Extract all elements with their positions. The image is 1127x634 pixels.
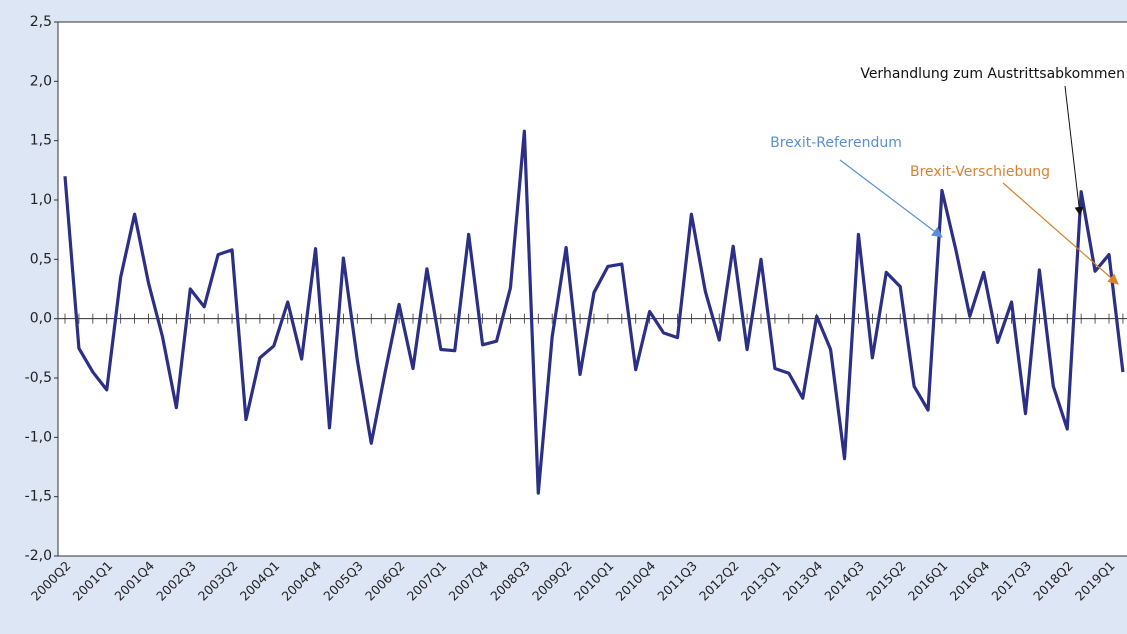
y-tick-label: -1,5 bbox=[25, 489, 52, 505]
annotation: Verhandlung zum Austrittsabkommen bbox=[860, 66, 1125, 82]
x-tick-label: 2004Q4 bbox=[278, 558, 324, 604]
x-tick-label: 2012Q2 bbox=[696, 558, 742, 604]
x-tick-label: 2017Q3 bbox=[988, 558, 1034, 604]
x-tick-label: 2013Q4 bbox=[780, 558, 826, 604]
y-tick-label: -0,5 bbox=[25, 370, 52, 386]
x-tick-label: 2013Q1 bbox=[738, 558, 784, 604]
x-tick-label: 2010Q4 bbox=[613, 558, 659, 604]
y-tick-label: 0,0 bbox=[30, 311, 52, 327]
x-tick-label: 2018Q2 bbox=[1030, 558, 1076, 604]
y-tick-label: 2,5 bbox=[30, 14, 52, 30]
x-tick-label: 2003Q2 bbox=[195, 558, 241, 604]
data-line bbox=[63, 129, 1125, 495]
x-tick-label: 2002Q3 bbox=[153, 558, 199, 604]
x-tick-label: 2019Q1 bbox=[1072, 558, 1118, 604]
x-tick-label: 2011Q3 bbox=[654, 558, 700, 604]
x-tick-label: 2010Q1 bbox=[571, 558, 617, 604]
x-tick-label: 2001Q4 bbox=[111, 558, 157, 604]
y-tick-label: -1,0 bbox=[25, 429, 52, 445]
x-tick-label: 2007Q4 bbox=[446, 558, 492, 604]
x-tick-label: 2014Q3 bbox=[821, 558, 867, 604]
y-tick-label: 1,5 bbox=[30, 133, 52, 149]
annotation: Brexit-Referendum bbox=[770, 135, 902, 151]
x-tick-label: 2004Q1 bbox=[237, 558, 283, 604]
y-tick-label: 2,0 bbox=[30, 73, 52, 89]
x-tick-label: 2009Q2 bbox=[529, 558, 575, 604]
x-tick-label: 2016Q1 bbox=[905, 558, 951, 604]
x-tick-label: 2006Q2 bbox=[362, 558, 408, 604]
y-tick-label: 1,0 bbox=[30, 192, 52, 208]
y-tick-label: -2,0 bbox=[25, 548, 52, 564]
x-tick-label: 2015Q2 bbox=[863, 558, 909, 604]
annotation-arrow bbox=[1002, 182, 1119, 285]
x-tick-label: 2008Q3 bbox=[487, 558, 533, 604]
annotation-arrow bbox=[839, 159, 943, 238]
x-tick-label: 2001Q1 bbox=[70, 558, 116, 604]
y-tick-label: 0,5 bbox=[30, 251, 52, 267]
plot-area bbox=[57, 21, 1127, 557]
annotation: Brexit-Verschiebung bbox=[910, 164, 1050, 180]
x-tick-label: 2000Q2 bbox=[28, 558, 74, 604]
x-tick-label: 2016Q4 bbox=[947, 558, 993, 604]
annotation-arrow bbox=[1064, 85, 1084, 216]
x-tick-label: 2005Q3 bbox=[320, 558, 366, 604]
x-tick-label: 2007Q1 bbox=[404, 558, 450, 604]
